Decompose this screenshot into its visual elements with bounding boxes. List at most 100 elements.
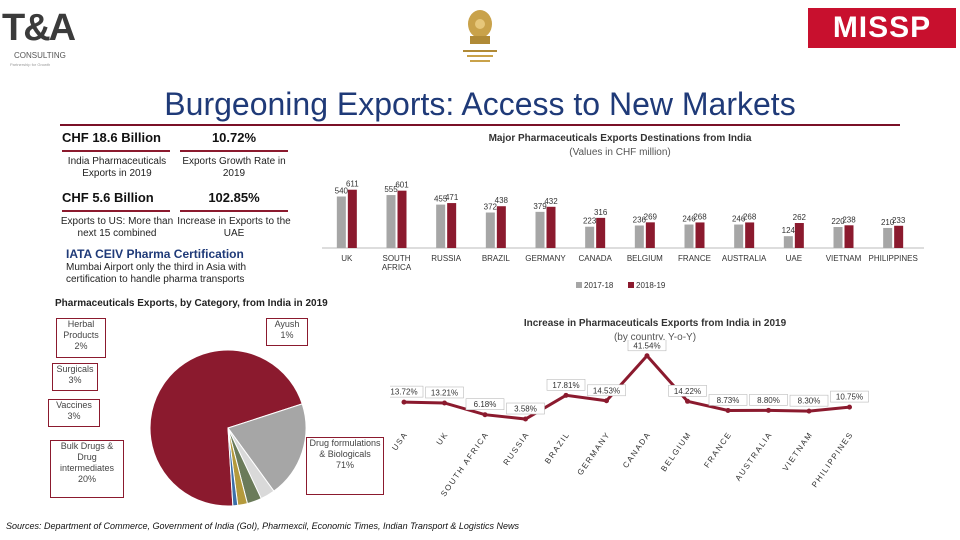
line-category-philippines: PHILIPPINES [810, 430, 855, 489]
bar-russia-2018-19 [447, 203, 457, 248]
bar-value-germany-2018-19: 432 [544, 197, 558, 206]
bar-value-belgium-2017-18: 236 [633, 215, 647, 224]
bar-vietnam-2018-19 [844, 225, 854, 248]
line-value-uk: 13.21% [431, 388, 458, 397]
pie-label-ayush-value: 1% [280, 330, 294, 340]
bar-category-vietnam: VIETNAM [826, 254, 862, 263]
bar-value-south-africa-2017-18: 555 [384, 185, 398, 194]
line-chart-title: Increase in Pharmaceuticals Exports from… [523, 318, 787, 329]
bar-value-uk-2017-18: 540 [335, 186, 349, 195]
line-value-box-brazil [546, 379, 586, 391]
bar-category-france: FRANCE [678, 254, 711, 263]
bar-value-canada-2018-19: 316 [594, 208, 608, 217]
bar-category-south-africa-1: AFRICA [382, 263, 412, 272]
line-category-france: FRANCE [702, 430, 733, 469]
bar-vietnam-2017-18 [833, 227, 843, 248]
bar-chart-title: Major Pharmaceuticals Exports Destinatio… [488, 133, 752, 144]
line-category-canada: CANADA [621, 430, 653, 470]
bar-value-canada-2017-18: 223 [583, 217, 597, 226]
bar-canada-2018-19 [596, 217, 606, 248]
bar-value-vietnam-2018-19: 238 [842, 215, 856, 224]
ta-logo-mark: T&A [2, 7, 76, 49]
pie-slice-ayush [227, 427, 239, 507]
bar-category-uk: UK [341, 254, 353, 263]
line-category-uk: UK [435, 430, 450, 447]
bar-philippines-2017-18 [883, 227, 893, 248]
bar-uae-2017-18 [783, 236, 793, 248]
bar-australia-2017-18 [734, 224, 744, 248]
bar-value-uk-2018-19: 611 [346, 180, 359, 189]
bar-value-uae-2018-19: 262 [793, 213, 807, 222]
bar-philippines-2018-19 [894, 225, 904, 248]
pie-label-formulations-name: Drug formulations & Biologicals [309, 438, 381, 459]
bar-russia-2017-18 [436, 204, 446, 248]
bar-value-australia-2017-18: 246 [732, 215, 746, 224]
bar-brazil-2018-19 [496, 206, 506, 248]
line-value-box-philippines [830, 390, 869, 403]
line-value-box-canada [627, 340, 667, 352]
line-point-uk [442, 400, 447, 406]
bar-value-russia-2017-18: 455 [434, 195, 448, 204]
pie-label-surgicals-name: Surgicals [56, 364, 94, 374]
line-value-brazil: 17.81% [552, 381, 579, 390]
bar-south-africa-2018-19 [397, 190, 407, 248]
bar-belgium-2017-18 [634, 225, 644, 248]
bar-australia-2018-19 [745, 222, 755, 248]
bar-belgium-2018-19 [645, 222, 655, 248]
ta-logo-tag: Partnership for Growth [10, 62, 51, 67]
line-point-belgium [685, 398, 690, 404]
kpi-total-exports-value: CHF 18.6 Billion [62, 130, 170, 152]
pie-chart-title: Pharmaceuticals Exports, by Category, fr… [55, 298, 328, 309]
line-value-box-germany [587, 384, 626, 397]
bar-chart-subtitle: (Values in CHF million) [569, 147, 671, 158]
bar-category-philippines: PHILIPPINES [868, 254, 917, 263]
bar-value-belgium-2018-19: 269 [644, 212, 658, 221]
kpi-uae-increase-value: 102.85% [180, 190, 288, 212]
line-category-brazil: BRAZIL [543, 430, 572, 465]
line-category-russia: RUSSIA [502, 430, 532, 467]
pie-slice-bulk-drugs-drug-intermediates [227, 403, 307, 492]
line-value-germany: 14.53% [593, 386, 620, 395]
line-category-australia: AUSTRALIA [734, 430, 775, 483]
pie-chart [149, 349, 307, 507]
pie-label-formulations-value: 71% [335, 460, 354, 470]
kpi-total-exports-desc: India Pharmaceuticals Exports in 2019 [67, 156, 167, 179]
bar-value-uae-2017-18: 124 [782, 226, 796, 235]
bar-value-brazil-2017-18: 372 [484, 203, 498, 212]
line-point-australia [766, 407, 771, 413]
bar-canada-2017-18 [585, 226, 595, 248]
bar-category-brazil: BRAZIL [482, 254, 511, 263]
bar-category-canada: CANADA [578, 254, 612, 263]
line-point-russia [523, 416, 528, 422]
line-point-vietnam [806, 408, 812, 414]
pie-label-surgicals-value: 3% [68, 375, 82, 385]
ta-consulting-logo: T&A CONSULTING Partnership for Growth [2, 6, 82, 70]
bar-value-france-2017-18: 246 [682, 215, 696, 224]
pie-slice-drug-formulations-biologicals [149, 349, 303, 507]
line-point-south-africa [482, 412, 488, 418]
bar-value-germany-2017-18: 379 [533, 202, 547, 211]
bar-uk-2018-19 [347, 189, 357, 248]
pie-label-bulk-drugs-value: 20% [77, 474, 96, 484]
line-value-philippines: 10.75% [836, 393, 863, 402]
line-point-canada [644, 353, 650, 359]
pie-label-herbal-name: Herbal Products [63, 319, 99, 340]
line-value-box-russia [506, 402, 545, 415]
line-category-south-africa: SOUTH AFRICA [439, 430, 491, 498]
pie-label-herbal-value: 2% [74, 341, 88, 351]
ta-logo-sub: CONSULTING [14, 51, 66, 60]
line-value-france: 8.73% [717, 396, 740, 405]
bar-category-uae: UAE [786, 254, 802, 263]
bar-brazil-2017-18 [485, 212, 495, 248]
bar-category-germany: GERMANY [525, 254, 566, 263]
bar-france-2017-18 [684, 224, 694, 248]
kpi-us-exports-desc: Exports to US: More than next 15 combine… [60, 216, 174, 239]
pie-label-ayush: Ayush 1% [266, 318, 308, 346]
bar-germany-2018-19 [546, 206, 556, 248]
line-value-box-usa [390, 385, 424, 398]
line-category-vietnam: VIETNAM [781, 430, 815, 473]
kpi-growth-rate-value: 10.72% [180, 130, 288, 152]
line-point-brazil [563, 392, 569, 398]
line-category-belgium: BELGIUM [659, 430, 693, 473]
